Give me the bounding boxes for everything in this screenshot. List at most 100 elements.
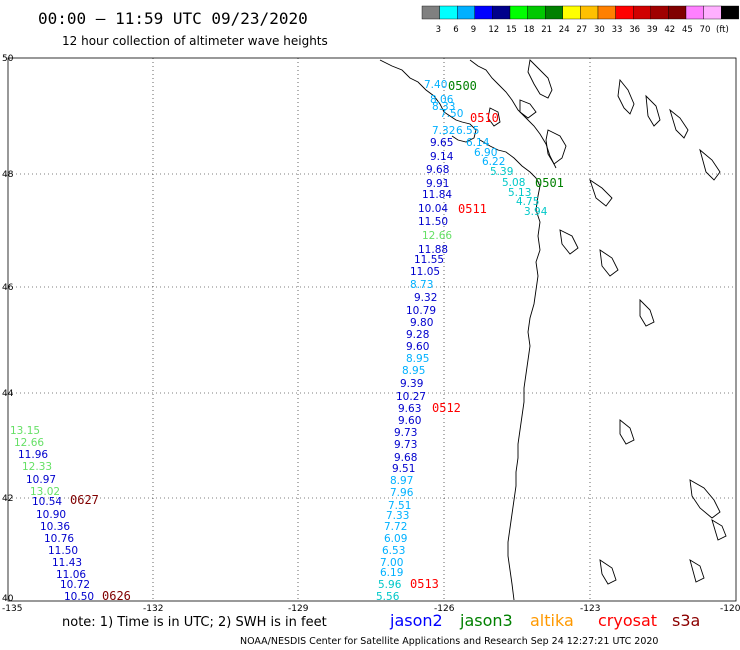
wave-height-label: 11.55 (414, 254, 444, 266)
wave-height-label: 11.84 (422, 189, 452, 201)
colorbar-swatch (474, 5, 493, 20)
wave-height-label: 6.90 (474, 147, 497, 159)
latitude-tick-labels: 50 48 46 44 42 40 (2, 54, 14, 604)
wave-height-label: 9.60 (398, 415, 421, 427)
lon-tick: -135 (2, 604, 22, 614)
wave-height-label: 8.97 (390, 475, 413, 487)
colorbar-legend (421, 5, 740, 20)
colorbar-swatch (668, 5, 687, 20)
colorbar-swatch (685, 5, 704, 20)
lat-tick: 50 (2, 54, 14, 64)
colorbar-swatch (703, 5, 722, 20)
wave-height-label: 9.60 (406, 341, 429, 353)
wave-height-label: 7.72 (384, 521, 407, 533)
colorbar-swatch (580, 5, 599, 20)
colorbar-tick-label: 21 (541, 25, 552, 35)
wave-height-label: 9.14 (430, 151, 454, 163)
wave-height-label: 7.33 (386, 510, 409, 522)
wave-height-label: 10.97 (26, 474, 56, 486)
wave-height-label: 10.76 (44, 533, 74, 545)
colorbar-swatch (439, 5, 458, 20)
plot-frame (7, 57, 737, 602)
wave-height-label: 5.39 (490, 166, 513, 178)
lon-tick: -123 (580, 604, 600, 614)
wave-height-label: 12.33 (22, 461, 52, 473)
pass-label: 0511 (458, 202, 487, 216)
wave-height-label: 10.90 (36, 509, 66, 521)
wave-height-label: 13.02 (30, 486, 60, 498)
colorbar-swatch (492, 5, 511, 20)
colorbar-swatch (421, 5, 440, 20)
lat-tick: 44 (2, 389, 14, 399)
colorbar-tick-label: 27 (576, 25, 587, 35)
colorbar-tick-label: 42 (664, 25, 675, 35)
wave-height-label: 11.96 (18, 449, 48, 461)
map-title: 00:00 – 11:59 UTC 09/23/2020 (38, 9, 308, 28)
colorbar-swatch (457, 5, 476, 20)
mission-label: s3a (672, 611, 700, 630)
colorbar-tick-label: 15 (506, 25, 517, 35)
wave-height-label: 10.36 (40, 521, 70, 533)
wave-height-label: 9.73 (394, 439, 417, 451)
wave-height-readings: 7.40 8.068.337.50 7.32 6.556.14 9.65 6.90 9.14… (10, 79, 548, 603)
wave-height-label: 7.96 (390, 487, 414, 499)
footer-credit: NOAA/NESDIS Center for Satellite Applica… (240, 636, 658, 647)
wave-height-label: 9.80 (410, 317, 433, 329)
wave-height-label: 8.33 (432, 101, 455, 113)
mission-label: jason2 (389, 611, 443, 630)
wave-height-label: 7.50 (440, 108, 463, 120)
colorbar-swatch (545, 5, 564, 20)
pass-label: 0512 (432, 401, 461, 415)
mission-label: altika (530, 611, 574, 630)
lat-tick: 46 (2, 283, 14, 293)
wave-height-label: 10.50 (64, 591, 94, 603)
lat-tick: 48 (2, 170, 14, 180)
lon-tick: -132 (143, 604, 163, 614)
wave-height-label: 6.14 (466, 137, 490, 149)
pass-label: 0513 (410, 577, 439, 591)
colorbar-swatch (615, 5, 634, 20)
colorbar-swatch (721, 5, 740, 20)
colorbar-tick-label: 12 (488, 25, 499, 35)
wave-height-label: 7.32 (432, 125, 455, 137)
wave-height-label: 11.50 (48, 545, 78, 557)
pass-labels: 0500 0510 0501 0511 0512 0513 0627 0626 (70, 79, 564, 603)
wave-height-label: 11.06 (56, 569, 86, 581)
mission-label: cryosat (598, 611, 657, 630)
coastline (379, 59, 727, 601)
lat-tick: 42 (2, 494, 13, 504)
wave-height-label: 9.63 (398, 403, 421, 415)
colorbar-tick-label: 30 (594, 25, 605, 35)
wave-height-label: 11.88 (418, 244, 448, 256)
wave-height-label: 6.09 (384, 533, 407, 545)
pass-label: 0501 (535, 176, 564, 190)
footer-note: note: 1) Time is in UTC; 2) SWH is in fe… (62, 615, 327, 630)
colorbar-tick-label: 36 (629, 25, 640, 35)
wave-height-label: 5.13 (508, 187, 531, 199)
wave-height-label: 9.91 (426, 178, 449, 190)
wave-height-label: 3.94 (524, 206, 548, 218)
colorbar-tick-label: 33 (612, 25, 623, 35)
graticule (8, 58, 736, 601)
wave-height-label: 9.68 (394, 452, 417, 464)
wave-height-label: 8.95 (402, 365, 425, 377)
wave-height-label: 9.32 (414, 292, 437, 304)
wave-height-label: 11.50 (418, 216, 448, 228)
wave-height-label: 7.40 (424, 79, 447, 91)
wave-height-label: 6.22 (482, 156, 505, 168)
wave-height-label: 10.54 (32, 496, 62, 508)
wave-height-label: 8.06 (430, 94, 454, 106)
wave-height-label: 12.66 (422, 230, 452, 242)
colorbar-tick-label: 18 (524, 25, 535, 35)
wave-height-label: 9.68 (426, 164, 449, 176)
wave-height-label: 9.51 (392, 463, 415, 475)
pass-label: 0510 (470, 111, 499, 125)
colorbar-swatch (509, 5, 528, 20)
mission-label: jason3 (459, 611, 513, 630)
wave-height-label: 5.08 (502, 177, 525, 189)
longitude-tick-labels: -135 -132 -129 -126 -123 -120 (2, 604, 740, 614)
pass-label: 0626 (102, 589, 131, 603)
wave-height-label: 5.56 (376, 591, 400, 603)
wave-height-label: 4.75 (516, 196, 539, 208)
wave-height-label: 6.19 (380, 567, 403, 579)
